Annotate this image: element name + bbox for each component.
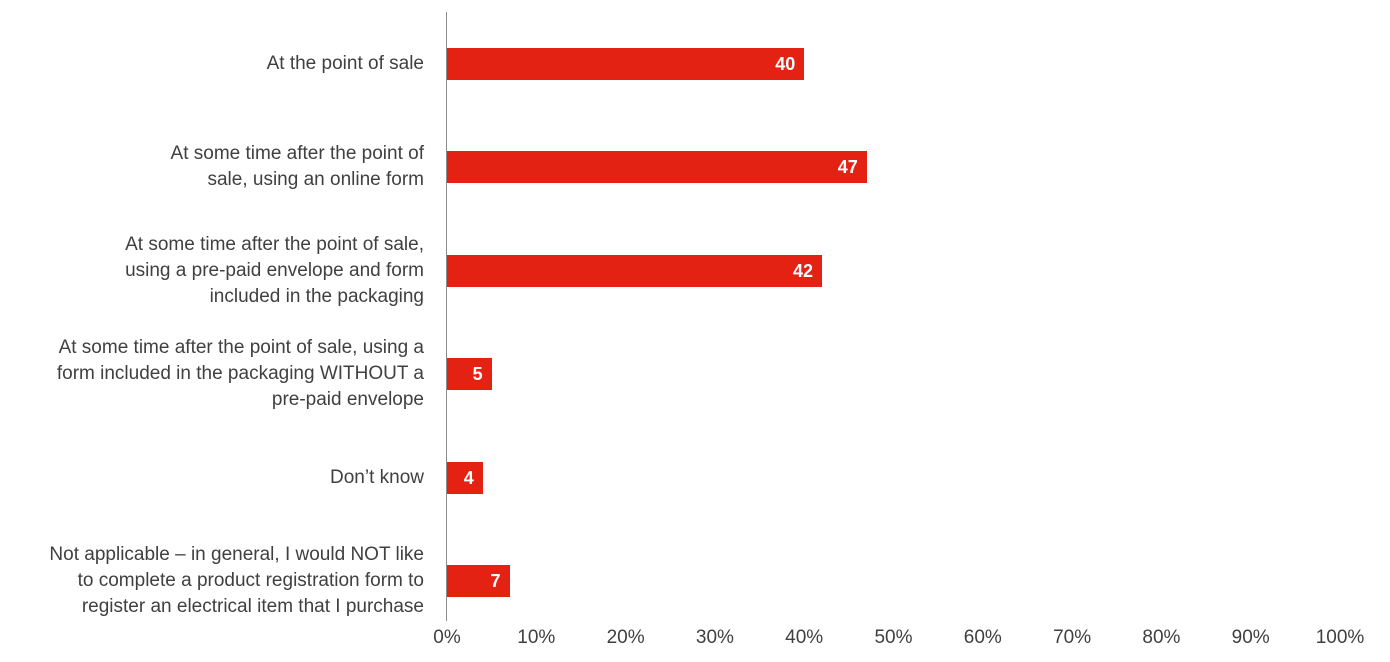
category-label-line: At some time after the point of bbox=[170, 143, 424, 165]
bar-value-label: 40 bbox=[775, 53, 796, 74]
category-label-line: using a pre-paid envelope and form bbox=[125, 259, 424, 281]
category-label-line: register an electrical item that I purch… bbox=[81, 596, 424, 618]
x-tick-label: 80% bbox=[1142, 627, 1181, 648]
x-tick-label: 90% bbox=[1231, 627, 1270, 648]
category-label: At some time after the point of sale, usi… bbox=[4, 141, 424, 193]
category-label-line: At some time after the point of sale, us… bbox=[58, 337, 424, 359]
bar bbox=[447, 47, 805, 80]
y-axis-line bbox=[446, 12, 447, 621]
category-label: At some time after the point of sale, usi… bbox=[4, 232, 424, 310]
bar-value-label: 42 bbox=[793, 260, 814, 281]
bar bbox=[447, 461, 483, 494]
category-label-line: included in the packaging bbox=[209, 285, 424, 307]
bar-value-label: 7 bbox=[490, 571, 501, 592]
x-tick-label: 40% bbox=[785, 627, 824, 648]
x-tick-label: 50% bbox=[874, 627, 913, 648]
bar-value-label: 47 bbox=[837, 157, 858, 178]
category-label-line: Not applicable – in general, I would NOT… bbox=[49, 544, 424, 566]
x-tick-label: 30% bbox=[695, 627, 734, 648]
category-label: Don’t know bbox=[4, 465, 424, 491]
x-tick-label: 0% bbox=[433, 627, 461, 648]
bar bbox=[447, 151, 867, 184]
x-tick-label: 20% bbox=[606, 627, 645, 648]
category-label: At some time after the point of sale, us… bbox=[4, 335, 424, 413]
bar bbox=[447, 565, 510, 598]
category-label-line: to complete a product registration form … bbox=[77, 570, 424, 592]
category-label-line: At some time after the point of sale, bbox=[125, 233, 424, 255]
x-tick-label: 70% bbox=[1053, 627, 1092, 648]
x-tick-label: 100% bbox=[1315, 627, 1365, 648]
category-label-line: pre-paid envelope bbox=[271, 389, 424, 411]
bar-value-label: 5 bbox=[472, 364, 483, 385]
category-label-line: Don’t know bbox=[330, 466, 424, 488]
category-label: At the point of sale bbox=[4, 51, 424, 77]
x-tick-label: 10% bbox=[517, 627, 556, 648]
x-tick-label: 60% bbox=[963, 627, 1002, 648]
category-label-line: At the point of sale bbox=[266, 52, 424, 74]
category-label: Not applicable – in general, I would NOT… bbox=[4, 542, 424, 620]
bar bbox=[447, 358, 492, 391]
category-label-line: form included in the packaging WITHOUT a bbox=[56, 363, 424, 385]
bar bbox=[447, 254, 823, 287]
category-label-line: sale, using an online form bbox=[207, 169, 424, 191]
bar-value-label: 4 bbox=[463, 467, 474, 488]
